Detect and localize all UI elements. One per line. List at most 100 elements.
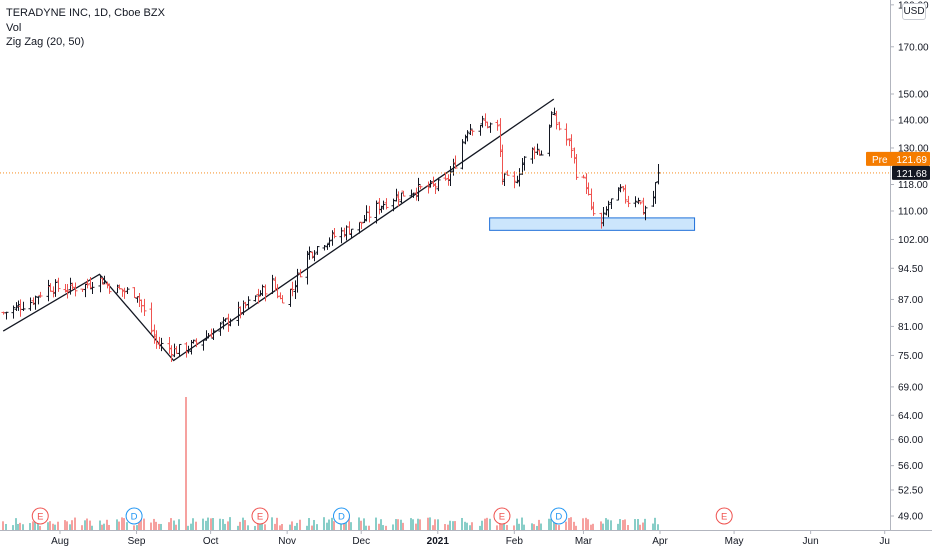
volume-bar	[271, 517, 273, 530]
ohlc-bar	[554, 110, 559, 130]
volume-bar	[239, 521, 241, 530]
dividend-marker[interactable]: D	[332, 507, 350, 525]
earnings-marker[interactable]: E	[251, 507, 269, 525]
currency-badge[interactable]: USD	[902, 3, 926, 20]
price-tick-label: 94.50	[898, 264, 923, 275]
volume-bar	[261, 520, 263, 530]
volume-bar	[380, 519, 382, 530]
volume-bar	[397, 519, 399, 530]
volume-bar	[64, 520, 66, 530]
ohlc-bar	[502, 173, 507, 187]
price-tick-label: 150.00	[898, 90, 929, 101]
ohlc-bar	[416, 177, 421, 202]
time-axis[interactable]: Aug Sep Oct Nov Dec 2021 Feb Mar Apr May Jun Ju	[0, 530, 932, 547]
earnings-marker[interactable]: E	[493, 507, 511, 525]
time-tick-label: Feb	[506, 536, 524, 547]
ohlc-bar	[498, 118, 503, 157]
volume-bar	[454, 521, 456, 530]
ohlc-bar	[73, 282, 78, 297]
ohlc-bar	[186, 345, 191, 354]
earnings-marker[interactable]: E	[715, 507, 733, 525]
volume-bar	[237, 525, 239, 530]
volume-bar	[585, 517, 587, 530]
volume-bar	[140, 518, 142, 530]
volume-bar	[29, 523, 31, 530]
volume-bar	[582, 518, 584, 530]
ohlc-bar	[218, 322, 223, 336]
ohlc-bar	[379, 205, 384, 213]
volume-bar	[368, 525, 370, 530]
volume-bar	[434, 519, 436, 530]
volume-bar	[22, 524, 24, 530]
earnings-marker[interactable]: E	[31, 507, 49, 525]
pre-market-value: 121.69	[896, 155, 927, 166]
time-tick-label: Mar	[575, 536, 593, 547]
ohlc-bar	[626, 195, 631, 208]
volume-bar	[365, 525, 367, 530]
volume-bar	[47, 522, 49, 530]
support-zone-rect	[489, 217, 696, 231]
volume-bar	[375, 517, 377, 530]
volume-bar	[242, 517, 244, 530]
zigzag-legend[interactable]: Zig Zag (20, 50)	[6, 36, 85, 48]
ohlc-bar	[347, 221, 352, 235]
ohlc-bar	[428, 180, 433, 188]
ohlc-bar	[65, 284, 70, 299]
event-circle	[31, 507, 49, 525]
symbol-title[interactable]: TERADYNE INC, 1D, Cboe BZX	[6, 7, 165, 19]
ohlc-bar	[396, 191, 401, 207]
volume-bar	[348, 517, 350, 530]
volume-bar	[91, 525, 93, 530]
event-circle	[251, 507, 269, 525]
dividend-marker[interactable]: D	[125, 507, 143, 525]
event-letter: E	[499, 512, 505, 523]
volume-bar	[15, 518, 17, 530]
volume-bar	[417, 518, 419, 530]
volume-bar	[168, 522, 170, 530]
ohlc-bar	[448, 165, 453, 187]
volume-bar	[548, 518, 550, 530]
volume-bar	[558, 525, 560, 530]
volume-bar	[326, 522, 328, 530]
pre-market-label-bg	[866, 151, 930, 166]
volume-bar	[254, 525, 256, 530]
volume-bar	[19, 522, 21, 530]
ohlc-bar	[98, 274, 103, 293]
volume-legend[interactable]: Vol	[6, 21, 22, 34]
ohlc-bar	[11, 305, 16, 319]
volume-bar	[461, 517, 463, 530]
ohlc-bar	[154, 330, 159, 349]
dividend-marker[interactable]: D	[550, 507, 568, 525]
volume-bar	[150, 522, 152, 530]
volume-bar	[5, 523, 7, 530]
time-tick-label: Nov	[278, 536, 296, 547]
price-tick-label: 87.00	[898, 295, 923, 306]
volume-bar	[634, 519, 636, 530]
volume-bar	[382, 525, 384, 530]
ohlc-bar	[315, 245, 320, 255]
volume-bar	[652, 523, 654, 530]
ohlc-bar	[342, 227, 347, 238]
ohlc-bar	[298, 269, 303, 278]
volume-bar	[274, 523, 276, 530]
volume-bar	[74, 517, 76, 530]
volume-bar	[316, 524, 318, 530]
volume-bar	[175, 524, 177, 530]
ohlc-bar	[159, 337, 164, 352]
ohlc-bar	[63, 283, 68, 293]
ohlc-bar	[426, 181, 431, 194]
ohlc-bar	[604, 206, 609, 216]
volume-bar	[419, 519, 421, 530]
volume-bar	[489, 518, 491, 530]
volume-bar	[99, 520, 101, 530]
ohlc-bar	[142, 298, 147, 317]
price-axis[interactable]: 49.00 52.50 56.00 60.00 64.00 69.00 75.00 81.00…	[0, 0, 930, 530]
volume-bar	[496, 525, 498, 530]
ohlc-bar	[312, 250, 317, 262]
ohlc-bar	[547, 124, 552, 157]
support-zone[interactable]	[489, 217, 696, 231]
volume-bar	[259, 519, 261, 530]
